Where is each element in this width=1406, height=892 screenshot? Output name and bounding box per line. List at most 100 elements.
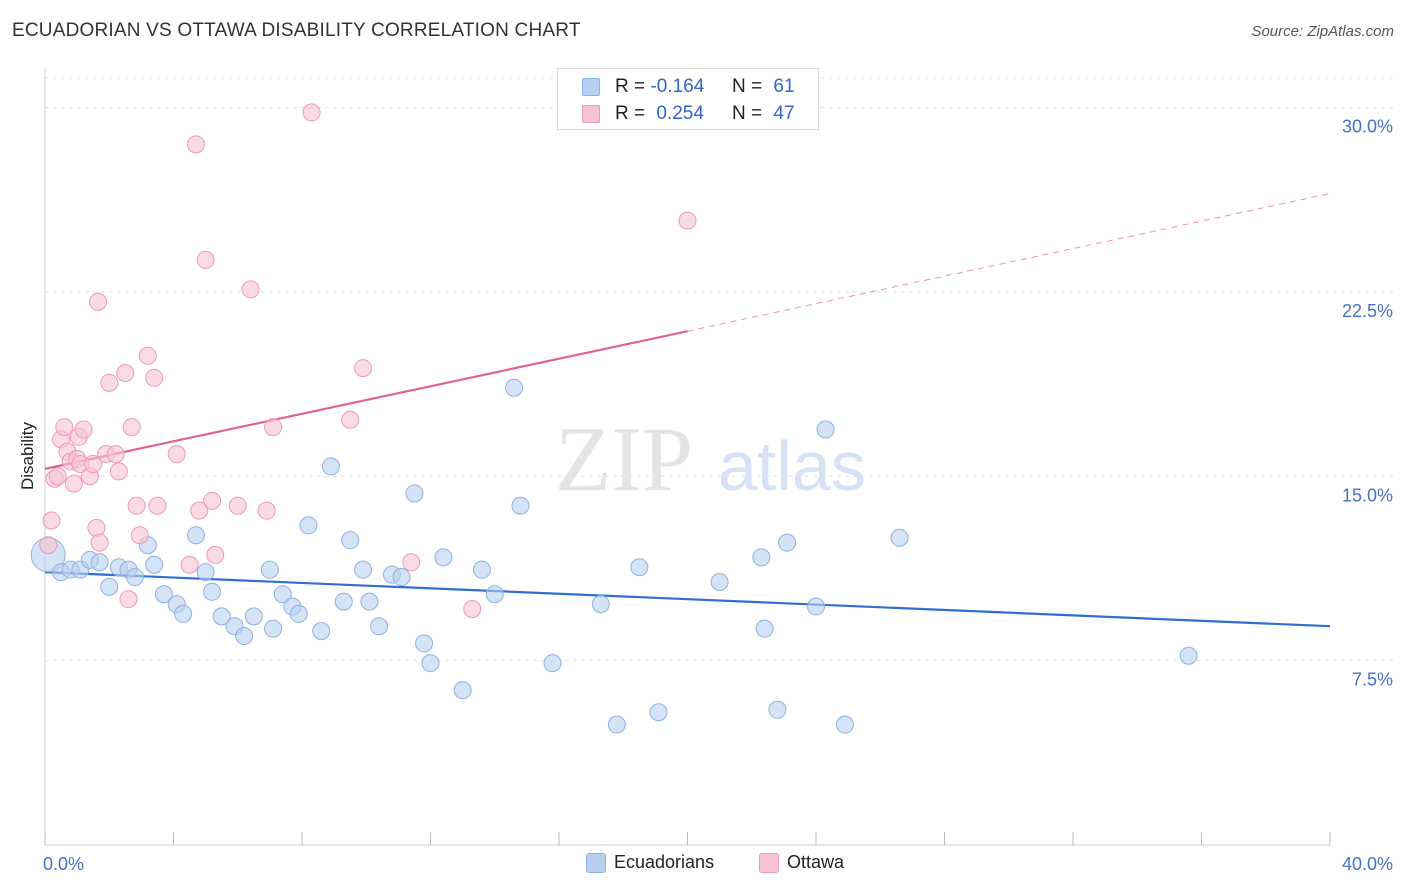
watermark: ZIP atlas xyxy=(555,408,866,510)
ottawa-point xyxy=(228,496,247,515)
legend-r-value: -0.164 xyxy=(650,76,705,97)
ottawa-point xyxy=(190,501,209,520)
ottawa-point xyxy=(138,346,157,365)
ecuadorian-point xyxy=(1179,646,1198,665)
ecuadorian-point xyxy=(768,700,787,719)
ottawa-point xyxy=(106,445,125,464)
ecuadorian-point xyxy=(607,715,626,734)
ottawa-point xyxy=(42,511,61,530)
ottawa-point xyxy=(130,526,149,545)
ottawa-point xyxy=(302,103,321,122)
legend-r-label: R = xyxy=(615,76,646,97)
axes xyxy=(44,68,1331,846)
series-swatch-pink xyxy=(759,852,779,873)
ottawa-point xyxy=(341,410,360,429)
ecuadorian-trend-line xyxy=(44,571,1331,628)
ecuadorian-point xyxy=(145,555,164,574)
ottawa-point xyxy=(145,368,164,387)
ecuadorian-point xyxy=(312,622,331,641)
y-tick-label: 22.5% xyxy=(1342,301,1393,321)
ecuadorian-point xyxy=(505,378,524,397)
ecuadorian-point xyxy=(341,531,360,550)
ottawa-point xyxy=(48,467,67,486)
series-label-ottawa: Ottawa xyxy=(787,852,845,872)
ecuadorian-point xyxy=(392,568,411,587)
ottawa-point xyxy=(354,359,373,378)
stats-legend: R = -0.164 N = 61 R = 0.254 N = 47 xyxy=(557,68,819,130)
legend-r-value: 0.254 xyxy=(656,103,704,124)
ottawa-point xyxy=(127,496,146,515)
ecuadorian-point xyxy=(235,627,254,646)
y-tick-label: 30.0% xyxy=(1342,117,1393,137)
ecuadorian-point xyxy=(453,681,472,700)
series-legend-ecuadorians[interactable]: Ecuadorians xyxy=(586,852,714,873)
ottawa-point xyxy=(87,518,106,537)
chart-title: ECUADORIAN VS OTTAWA DISABILITY CORRELAT… xyxy=(12,20,581,41)
ottawa-point xyxy=(463,600,482,618)
ecuadorian-point xyxy=(289,604,308,623)
ecuadorian-point xyxy=(203,582,222,601)
y-axis-title: Disability xyxy=(18,421,37,490)
ottawa-point xyxy=(257,501,276,520)
y-tick-label: 15.0% xyxy=(1342,485,1393,505)
ecuadorian-point xyxy=(434,548,453,567)
ecuadorian-point xyxy=(405,484,424,503)
ecuadorian-point xyxy=(485,585,504,604)
ottawa-point xyxy=(264,418,283,437)
tick-labels: 7.5% 15.0% 22.5% 30.0% 0.0% 40.0% xyxy=(43,117,1393,875)
x-tick-label: 0.0% xyxy=(43,854,84,874)
ottawa-point xyxy=(241,280,260,299)
ottawa-point xyxy=(167,445,186,464)
ottawa-point xyxy=(55,418,74,437)
ottawa-point xyxy=(180,555,199,574)
ecuadorian-point xyxy=(264,619,283,638)
chart-source: Source: ZipAtlas.com xyxy=(1251,23,1394,40)
ottawa-point xyxy=(206,545,225,564)
ottawa-point xyxy=(119,590,138,609)
ecuadorian-point xyxy=(649,703,668,722)
ottawa-point xyxy=(122,418,141,437)
ottawa-point xyxy=(186,135,205,154)
ecuadorian-point xyxy=(186,526,205,545)
ottawa-trend-line xyxy=(44,330,688,470)
ecuadorian-point xyxy=(630,558,649,577)
watermark-zip: ZIP xyxy=(555,408,693,510)
legend-swatch-blue xyxy=(582,78,600,96)
ottawa-point xyxy=(148,496,167,515)
ottawa-point xyxy=(74,420,93,439)
data-points xyxy=(30,103,1198,734)
ottawa-point xyxy=(196,250,215,269)
ecuadorian-point xyxy=(244,607,263,626)
ecuadorian-point xyxy=(415,634,434,653)
ecuadorian-point xyxy=(154,585,173,604)
ecuadorian-point xyxy=(591,595,610,614)
ecuadorian-point xyxy=(196,563,215,582)
ecuadorian-point xyxy=(354,560,373,579)
ottawa-point xyxy=(109,462,128,481)
series-legend-ottawa[interactable]: Ottawa xyxy=(759,852,844,873)
ecuadorian-point xyxy=(890,528,909,547)
ecuadorian-point xyxy=(90,553,109,572)
ottawa-point xyxy=(402,553,421,572)
ecuadorian-point xyxy=(710,572,729,591)
ecuadorian-point xyxy=(334,592,353,611)
ecuadorian-point xyxy=(421,654,440,673)
ecuadorian-point xyxy=(260,560,279,579)
ecuadorian-point xyxy=(273,585,292,604)
ecuadorian-point xyxy=(100,577,119,596)
legend-n-value: 47 xyxy=(773,103,795,124)
ecuadorian-point xyxy=(212,607,231,626)
x-tick-label: 40.0% xyxy=(1342,854,1393,874)
ecuadorian-point xyxy=(752,548,771,567)
ecuadorian-point xyxy=(778,533,797,552)
ecuadorian-point xyxy=(755,619,774,638)
ecuadorian-point xyxy=(816,420,835,439)
legend-r-label: R = xyxy=(615,103,646,124)
ottawa-point xyxy=(678,211,697,230)
series-swatch-blue xyxy=(586,852,606,873)
ottawa-trend-extension xyxy=(687,193,1331,332)
legend-n-label: N = xyxy=(732,103,763,124)
ottawa-point xyxy=(116,364,135,382)
ecuadorian-point xyxy=(543,654,562,673)
